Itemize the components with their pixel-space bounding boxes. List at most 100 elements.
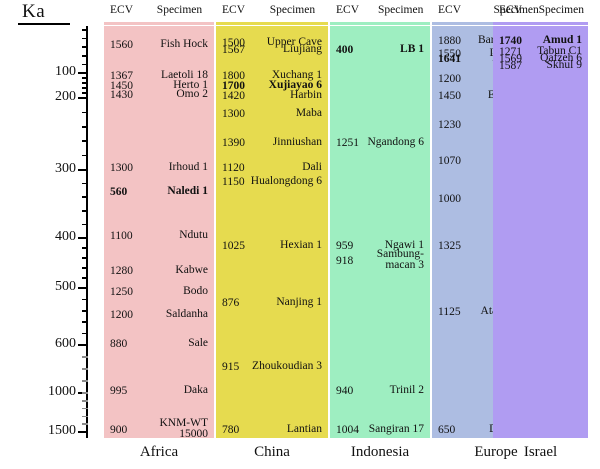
specimen-ecv-value: 1567	[222, 43, 245, 56]
specimen-ecv-value: 1000	[438, 192, 461, 205]
axis-tick-minor	[82, 77, 88, 79]
region-label-china: China	[254, 444, 290, 460]
region-band	[330, 26, 430, 438]
specimen-name: KNM-WT 15000	[159, 417, 208, 440]
region-band	[216, 26, 328, 438]
specimen-ecv-value: 1300	[222, 108, 245, 120]
specimen-ecv-value: 1230	[438, 118, 461, 131]
column-header-rule	[216, 22, 328, 25]
specimen-name: Xujiayao 6	[268, 79, 322, 91]
axis-tick-minor	[82, 154, 88, 157]
specimen-ecv-value: 1025	[222, 240, 245, 252]
specimen-ecv-value: 650	[438, 424, 456, 436]
specimen-ecv-value: 1280	[110, 265, 133, 277]
axis-tick-minor	[82, 63, 88, 66]
region-label-indonesia: Indonesia	[350, 444, 410, 460]
column-header-rule	[104, 22, 214, 25]
specimen-name: Zhoukoudian 3	[252, 360, 322, 372]
axis-tick-major	[78, 169, 88, 171]
specimen-ecv-value: 1587	[499, 59, 522, 72]
region-column-indonesia[interactable]: 400 LB 1 1251 Ngandong 6 959 Ngawi 1 918 Sambun…	[330, 26, 430, 438]
specimen-name: Bodo	[183, 284, 208, 297]
axis-title-rule	[18, 23, 70, 25]
specimen-name: Jinniushan	[272, 135, 322, 148]
axis-tick-minor	[82, 298, 88, 301]
axis-tick-minor	[82, 126, 88, 128]
axis-tick-major	[78, 97, 88, 99]
column-header-ecv: ECV	[336, 4, 359, 16]
specimen-ecv-value: 1200	[438, 72, 461, 85]
axis-tick-major	[78, 237, 88, 239]
region-band	[493, 26, 588, 438]
specimen-name: Sale	[188, 337, 208, 350]
specimen-name: Liujiang	[283, 42, 322, 55]
axis-tick-major	[78, 287, 88, 289]
specimen-name: Herto 1	[173, 79, 208, 91]
specimen-ecv-value: 1450	[438, 90, 461, 102]
specimen-name: Lantian	[286, 423, 322, 435]
region-label-europe: Europe	[474, 444, 518, 460]
specimen-ecv-value: 1500	[222, 37, 245, 50]
specimen-ecv-value: 1390	[222, 136, 245, 149]
column-header-ecv: ECV	[499, 4, 522, 16]
axis-tick-minor	[82, 257, 88, 259]
specimen-ecv-value: 1800	[222, 70, 245, 82]
axis-tick-major	[78, 344, 88, 346]
column-header-specimen: Specimen	[378, 4, 424, 16]
specimen-name: Skhul 9	[546, 58, 582, 71]
specimen-ecv-value: 876	[222, 297, 240, 310]
specimen-ecv-value: 1125	[438, 305, 461, 318]
specimen-name: Xuchang 1	[271, 69, 322, 81]
axis-tick-label: 1500	[48, 423, 76, 438]
axis-tick-minor	[82, 415, 88, 418]
region-band	[104, 26, 214, 438]
specimen-ecv-value: 400	[336, 43, 354, 56]
specimen-ecv-value: 1120	[222, 162, 245, 174]
region-column-china[interactable]: 1500 Upper Cave 1567 Liujiang 1800 Xuchang 1 1…	[216, 26, 328, 438]
axis-tick-minor	[82, 321, 88, 323]
specimen-ecv-value: 1740	[499, 34, 522, 47]
specimen-name: Trinil 2	[389, 384, 424, 396]
region-column-israel[interactable]: 1740 Amud 1 1271 Tabun C1 1569 Qafzeh 6 1587 Sk…	[493, 26, 588, 438]
axis-tick-minor	[82, 140, 88, 142]
axis-title: Ka	[22, 1, 46, 22]
specimen-ecv-value: 1560	[110, 39, 133, 52]
axis-tick-minor	[82, 423, 88, 425]
specimen-name: Hualongdong 6	[250, 174, 322, 187]
specimen-name: Fish Hock	[160, 38, 208, 51]
column-header-ecv: ECV	[438, 4, 461, 16]
axis-tick-label: 400	[55, 229, 76, 244]
specimen-ecv-value: 915	[222, 361, 240, 373]
specimen-name: Ngandong 6	[367, 135, 424, 148]
axis-tick-label: 100	[55, 64, 76, 79]
specimen-name: Kabwe	[175, 264, 208, 276]
specimen-ecv-value: 1569	[499, 52, 522, 65]
region-column-africa[interactable]: 1560 Fish Hock 1367 Laetoli 18 1450 Herto 1 14…	[104, 26, 214, 440]
specimen-ecv-value: 1450	[110, 80, 133, 92]
specimen-name: Ndutu	[179, 229, 208, 241]
axis-tick-minor	[82, 400, 88, 402]
axis-tick-minor	[82, 55, 88, 57]
specimen-ecv-value: 918	[336, 255, 354, 267]
axis-tick-minor	[82, 87, 88, 89]
axis-tick-minor	[82, 332, 88, 335]
specimen-ecv-value: 1641	[438, 52, 461, 65]
specimen-ecv-value: 940	[336, 385, 354, 397]
specimen-ecv-value: 1150	[222, 175, 245, 188]
axis-tick-minor	[82, 111, 88, 114]
region-label-israel: Israel	[523, 444, 558, 460]
specimen-name: Tabun C1	[537, 44, 582, 57]
specimen-ecv-value: 1550	[438, 47, 461, 60]
specimen-name: Maba	[295, 107, 322, 119]
specimen-name: Laetoli 18	[161, 69, 208, 81]
specimen-ecv-value: 1070	[438, 154, 461, 167]
specimen-name: Saldanha	[165, 307, 208, 320]
axis-tick-label: 200	[55, 89, 76, 104]
axis-tick-minor	[82, 277, 88, 279]
axis-tick-minor	[82, 380, 88, 382]
axis-tick-label: 500	[55, 279, 76, 294]
axis-tick-label: 600	[55, 336, 76, 351]
axis-tick-minor	[82, 392, 88, 394]
specimen-name: Naledi 1	[167, 184, 208, 197]
